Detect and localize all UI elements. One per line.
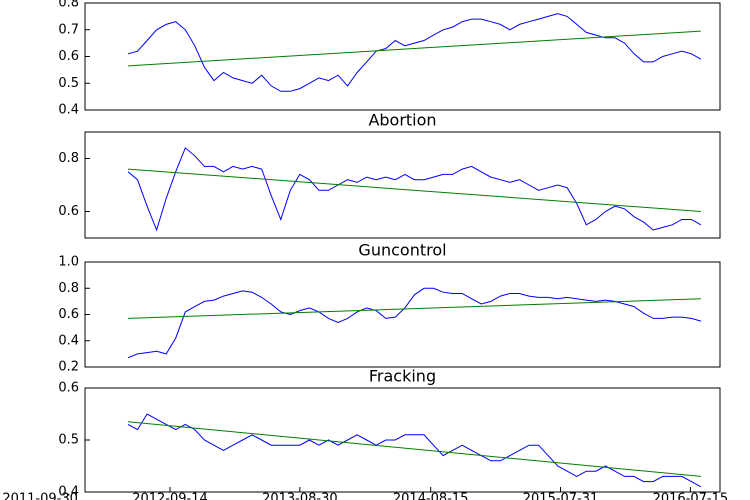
y-tick-label: 0.7	[58, 22, 79, 37]
y-tick-label: 0.5	[58, 433, 79, 448]
trend-line	[127, 168, 701, 212]
plot-frame	[84, 261, 721, 368]
trend-line	[127, 30, 701, 67]
data-line	[127, 147, 702, 232]
x-tick-label: 2014-08-15	[393, 492, 469, 500]
y-tick-label: 0.4	[58, 333, 79, 348]
plot-frame	[84, 131, 721, 239]
y-tick-label: 0.8	[58, 281, 79, 296]
x-tick-label: 2012-09-14	[132, 492, 208, 500]
data-line	[127, 287, 702, 359]
y-tick-label: 1.0	[58, 255, 79, 270]
y-tick-label: 0.8	[58, 151, 79, 166]
y-tick-label: 0.2	[58, 360, 79, 375]
y-tick-label: 0.4	[58, 103, 79, 118]
x-tick-label: 2016-07-15	[653, 492, 729, 500]
x-tick-label: 2011-09-30	[2, 492, 78, 500]
panel-title: Fracking	[369, 367, 436, 386]
panel-title: Abortion	[368, 111, 436, 130]
trend-line	[127, 298, 701, 319]
panel-title: Guncontrol	[358, 241, 446, 260]
y-tick-label: 0.6	[58, 49, 79, 64]
y-tick-label: 0.5	[58, 76, 79, 91]
y-tick-label: 0.6	[58, 204, 79, 219]
x-tick-label: 2015-07-31	[523, 492, 599, 500]
x-tick-label: 2013-08-30	[262, 492, 338, 500]
y-tick-label: 0.8	[58, 0, 79, 11]
plot-frame	[84, 2, 721, 111]
trend-line	[127, 421, 701, 477]
data-line	[127, 13, 702, 92]
data-line	[127, 413, 702, 488]
y-tick-label: 0.4	[58, 485, 79, 500]
y-tick-label: 0.6	[58, 381, 79, 396]
y-tick-label: 0.6	[58, 307, 79, 322]
